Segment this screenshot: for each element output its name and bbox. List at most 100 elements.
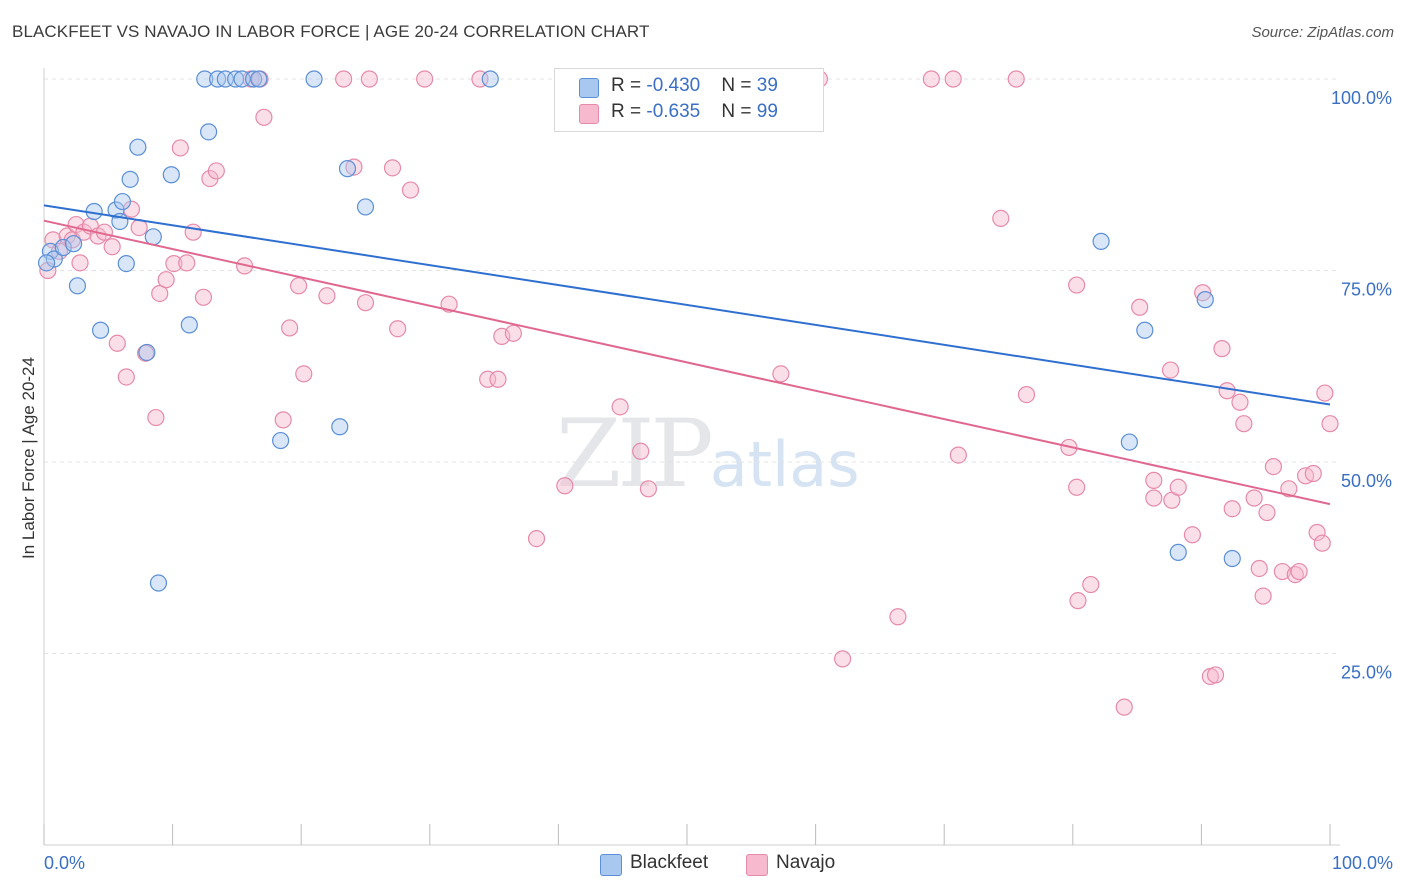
navajo-point <box>151 284 169 303</box>
blackfeet-point <box>149 574 168 592</box>
navajo-point <box>1264 457 1283 476</box>
navajo-point <box>178 254 196 272</box>
navajo-point <box>889 608 907 626</box>
navajo-point <box>383 159 402 177</box>
legend-label-blackfeet: Blackfeet <box>630 852 709 873</box>
navajo-point <box>1304 464 1322 483</box>
navajo-trend-line <box>43 219 1331 506</box>
blackfeet-point <box>1223 549 1241 568</box>
navajo-point <box>1131 298 1149 316</box>
navajo-point <box>103 238 121 256</box>
navajo-point <box>1316 384 1334 402</box>
navajo-point <box>1145 489 1163 507</box>
navajo-point <box>1169 478 1187 496</box>
blackfeet-point <box>331 418 349 436</box>
blackfeet-point <box>250 70 268 88</box>
blackfeet-point <box>91 321 110 339</box>
x-tick-label: 0.0% <box>44 853 85 873</box>
navajo-point <box>504 324 522 342</box>
blackfeet-point <box>37 254 56 272</box>
navajo-point <box>184 223 202 241</box>
legend-r-label: R = <box>611 75 647 96</box>
navajo-point <box>157 271 175 289</box>
blackfeet-point <box>196 70 214 88</box>
source-label: Source: ZipAtlas.com <box>1251 24 1394 41</box>
blackfeet-point <box>227 70 245 88</box>
navajo-point <box>556 477 574 495</box>
blackfeet-point <box>113 192 132 211</box>
navajo-point <box>611 398 629 416</box>
navajo-point <box>147 408 165 427</box>
blackfeet-swatch <box>579 78 599 98</box>
navajo-point <box>71 254 89 272</box>
navajo-point <box>360 70 378 88</box>
y-axis-label: In Labor Force | Age 20-24 <box>19 357 38 559</box>
watermark: ZIPatlas <box>556 400 860 509</box>
navajo-point <box>108 334 126 352</box>
blackfeet-point <box>117 255 135 273</box>
watermark-zip: ZIP <box>556 400 714 509</box>
blackfeet-point <box>1136 321 1154 339</box>
navajo-point <box>1273 562 1292 581</box>
navajo-point <box>1290 562 1308 581</box>
blackfeet-point <box>200 123 218 141</box>
navajo-point <box>345 158 363 176</box>
blackfeet-point <box>144 228 162 246</box>
navajo-point <box>1223 500 1241 518</box>
navajo-point <box>1218 382 1236 400</box>
navajo-point <box>290 277 308 295</box>
navajo-point <box>1115 698 1133 716</box>
blackfeet-point <box>356 198 375 216</box>
legend-n-label: N = <box>721 75 757 96</box>
navajo-point <box>639 480 658 498</box>
blackfeet-point <box>45 250 63 268</box>
navajo-point <box>1068 478 1086 496</box>
navajo-point <box>1145 471 1163 489</box>
navajo-point <box>1206 666 1225 684</box>
navajo-point <box>318 287 336 305</box>
blackfeet-point <box>138 343 156 362</box>
navajo-point <box>1007 70 1025 88</box>
navajo-swatch <box>579 104 599 124</box>
navajo-point <box>1068 276 1086 294</box>
navajo-point <box>416 70 434 88</box>
blackfeet-point <box>305 70 323 88</box>
navajo-point <box>1082 575 1100 594</box>
navajo-point <box>1161 361 1180 379</box>
blackfeet-point <box>272 431 290 450</box>
y-tick-label: 100.0% <box>1331 88 1392 108</box>
navajo-point <box>335 70 353 88</box>
navajo-point <box>489 370 507 388</box>
blackfeet-point <box>162 166 180 184</box>
blackfeet-point <box>129 138 147 156</box>
blackfeet-point <box>64 235 83 253</box>
navajo-point <box>401 181 420 199</box>
legend-n-value: 39 <box>756 75 778 96</box>
navajo-point <box>255 108 273 126</box>
navajo-point <box>389 320 407 338</box>
navajo-point <box>1213 340 1231 358</box>
blackfeet-point <box>1169 543 1187 561</box>
blackfeet-point <box>180 316 198 334</box>
legend-r-value: -0.430 <box>646 75 701 96</box>
navajo-point <box>1308 523 1326 542</box>
navajo-point <box>1183 526 1201 544</box>
navajo-point <box>1245 489 1263 507</box>
navajo-point <box>944 70 962 88</box>
navajo-point <box>632 442 650 460</box>
legend-n-label: N = <box>721 101 757 122</box>
blackfeet-swatch <box>600 854 622 876</box>
blackfeet-point <box>245 70 263 88</box>
navajo-point <box>1235 415 1253 433</box>
navajo-point <box>1250 559 1268 578</box>
y-tick-label: 75.0% <box>1341 280 1392 300</box>
navajo-point <box>194 288 213 306</box>
series-legend: Blackfeet Navajo <box>0 852 1406 876</box>
navajo-point <box>527 529 546 548</box>
legend-r-label: R = <box>611 101 647 122</box>
navajo-point <box>207 162 225 180</box>
navajo-point <box>117 368 135 386</box>
blackfeet-point <box>1196 291 1214 309</box>
blackfeet-point <box>1092 232 1110 250</box>
